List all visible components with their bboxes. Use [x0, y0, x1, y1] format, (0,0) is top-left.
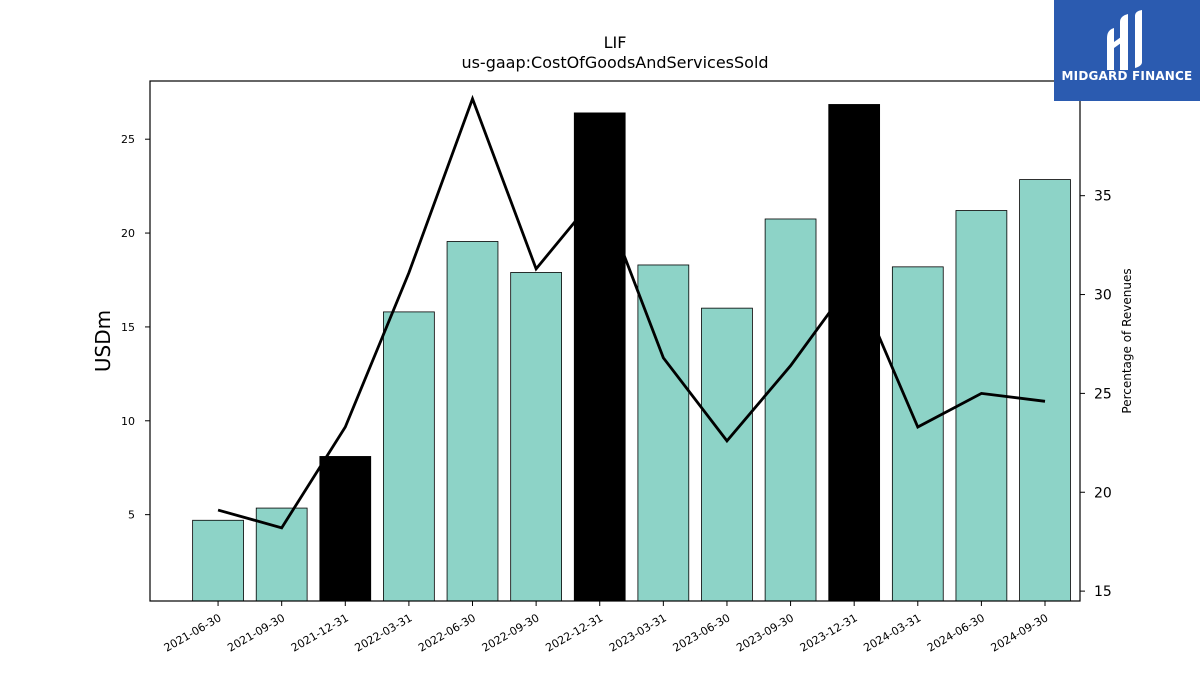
y2-tick-label: 35 — [1094, 189, 1112, 205]
bar-2022-06-30 — [446, 241, 499, 602]
x-tick-label: 2022-06-30 — [416, 611, 478, 654]
y2-axis: 15 20 25 30 35 — [1080, 189, 1112, 600]
bar-2023-12-31 — [828, 104, 881, 602]
y-tick-label: 20 — [121, 227, 135, 240]
midgard-logo-icon — [1107, 10, 1142, 70]
bar-2022-12-31 — [573, 112, 626, 602]
bar-2021-12-31 — [319, 456, 372, 602]
y2-tick-label: 20 — [1094, 485, 1112, 501]
x-tick-label: 2024-06-30 — [925, 611, 987, 654]
y-tick-label: 15 — [121, 321, 135, 334]
y2-tick-label: 30 — [1094, 288, 1112, 304]
x-tick-label: 2021-12-31 — [289, 611, 351, 654]
bar-2022-03-31 — [383, 311, 435, 602]
x-tick-label: 2022-03-31 — [353, 611, 415, 654]
bar-2023-09-30 — [764, 218, 817, 602]
x-tick-label: 2023-12-31 — [798, 611, 860, 654]
x-tick-label: 2021-09-30 — [225, 611, 287, 654]
x-tick-label: 2022-09-30 — [480, 611, 542, 654]
y-tick-label: 25 — [121, 133, 135, 146]
bar-2023-03-31 — [637, 264, 690, 602]
logo-text: MIDGARD FINANCE — [1061, 69, 1193, 83]
y-axis: 5 10 15 20 25 — [121, 133, 150, 522]
y-tick-label: 10 — [121, 415, 135, 428]
plot-frame — [149, 80, 1081, 602]
x-tick-label: 2024-03-31 — [861, 611, 923, 654]
x-tick-label: 2021-06-30 — [162, 611, 224, 654]
brand-logo: MIDGARD FINANCE — [1054, 0, 1200, 101]
x-tick-label: 2024-09-30 — [989, 611, 1051, 654]
x-tick-label: 2023-06-30 — [671, 611, 733, 654]
x-tick-label: 2023-03-31 — [607, 611, 669, 654]
chart-subtitle: us-gaap:CostOfGoodsAndServicesSold — [461, 53, 768, 72]
bar-2021-06-30 — [192, 519, 244, 602]
y-tick-label: 5 — [128, 509, 135, 522]
bar-2022-09-30 — [510, 272, 562, 602]
chart-title: LIF — [604, 33, 627, 52]
y-axis-label: USDm — [91, 310, 115, 372]
percentage-line — [217, 94, 1046, 530]
line-group — [217, 94, 1046, 530]
y2-tick-label: 25 — [1094, 386, 1112, 402]
bar-2023-06-30 — [701, 307, 753, 602]
bar-2024-06-30 — [955, 210, 1008, 602]
bars-group — [192, 104, 1071, 602]
y2-tick-label: 15 — [1094, 584, 1112, 600]
bar-2024-03-31 — [891, 266, 944, 602]
y2-axis-label: Percentage of Revenues — [1120, 268, 1134, 413]
x-axis: 2021-06-30 2021-09-30 2021-12-31 2022-03-31… — [162, 601, 1051, 655]
bar-2024-09-30 — [1019, 179, 1071, 602]
x-tick-label: 2022-12-31 — [543, 611, 605, 654]
x-tick-label: 2023-09-30 — [734, 611, 796, 654]
